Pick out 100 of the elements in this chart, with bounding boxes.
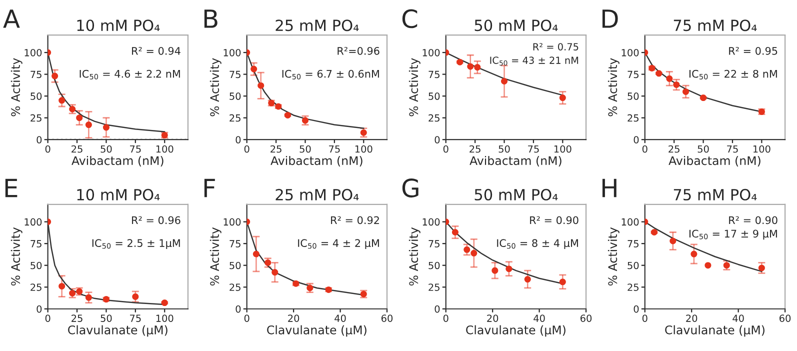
y-tick-label: 100	[422, 48, 440, 56]
y-axis-title: % Activity	[408, 227, 420, 286]
y-tick-label: 100	[24, 48, 42, 56]
chart-title: 75 mM PO₄	[674, 188, 757, 200]
x-tick-label: 25	[270, 145, 282, 153]
text: B	[204, 10, 218, 28]
point	[452, 228, 458, 236]
x-tick-label: 100	[753, 145, 770, 153]
y-tick-label: 100	[622, 48, 639, 56]
x-tick-label: 25	[72, 314, 82, 322]
y-tick-label: 50	[230, 92, 241, 100]
y-tick-label: 25	[30, 114, 42, 122]
y-tick-label: 0	[434, 305, 440, 313]
point	[302, 117, 308, 124]
y-tick-label: 100	[224, 48, 241, 56]
x-axis-title: Avibactam (nM)	[72, 156, 164, 166]
point	[464, 246, 470, 253]
x-tick-label: 40	[732, 314, 744, 322]
y-tick-label: 25	[628, 114, 638, 122]
point	[58, 282, 66, 290]
annotation: R² = 0.75	[533, 43, 578, 50]
text: C	[402, 9, 418, 28]
y-tick-label: 0	[634, 136, 639, 144]
point	[132, 293, 139, 300]
x-tick-label: 25	[668, 145, 680, 153]
x-tick-label: 75	[528, 145, 539, 153]
y-tick-label: 25	[30, 284, 42, 291]
y-tick-label: 50	[230, 262, 241, 270]
y-tick-label: 75	[628, 240, 638, 248]
y-axis-title: % Activity	[608, 227, 620, 286]
point	[704, 262, 712, 269]
y-tick-label: 100	[622, 218, 639, 226]
y-tick-label: 100	[224, 218, 241, 226]
chart-title: 25 mM PO₄	[276, 188, 359, 200]
y-tick-label: 50	[628, 262, 639, 270]
x-tick-label: 20	[288, 314, 300, 322]
point	[650, 228, 658, 236]
y-tick-label: 75	[230, 240, 240, 248]
x-axis-title: Avibactam (nM)	[270, 156, 362, 166]
annotation: IC$_{50}$ = 22 ± 8 nM	[689, 70, 777, 80]
chart-title: 25 mM PO₄	[276, 20, 359, 32]
x-tick-label: 50	[300, 145, 311, 153]
x-axis-title: Clavulanate (μM)	[68, 325, 168, 337]
y-tick-label: 75	[428, 70, 440, 78]
y-tick-label: 0	[236, 305, 241, 313]
chart-title: 10 mM PO₄	[77, 20, 160, 32]
y-tick-label: 75	[30, 240, 42, 248]
y-tick-label: 100	[24, 218, 42, 226]
annotation: IC$_{50}$ = 4.6 ± 2.2 nM	[80, 70, 180, 80]
annotation: IC$_{50}$ = 6.7 ± 0.6nM	[282, 70, 379, 80]
point	[470, 250, 478, 256]
x-tick-label: 25	[72, 145, 82, 153]
y-tick-label: 75	[30, 70, 42, 78]
point	[723, 262, 730, 269]
point	[58, 97, 66, 104]
x-tick-label: 100	[156, 145, 174, 153]
y-tick-label: 25	[628, 284, 638, 291]
x-tick-label: 40	[334, 314, 346, 322]
point	[467, 63, 474, 70]
point	[670, 238, 676, 244]
y-tick-label: 50	[30, 92, 42, 100]
x-tick-label: 40	[534, 314, 545, 322]
y-tick-label: 25	[230, 114, 240, 122]
chart-title: 50 mM PO₄	[474, 188, 558, 200]
text: E	[5, 178, 18, 198]
annotation: R² = 0.92	[331, 216, 379, 224]
point	[264, 259, 272, 266]
y-axis-title: % Activity	[10, 58, 22, 116]
x-tick-label: 20	[487, 314, 498, 322]
x-tick-label: 75	[727, 145, 738, 153]
point	[758, 264, 765, 272]
text: G	[402, 178, 418, 198]
point	[161, 300, 168, 306]
point	[250, 66, 258, 72]
annotation: IC$_{50}$ = 8 ± 4 μM	[497, 239, 578, 250]
y-tick-label: 0	[434, 136, 440, 144]
point	[559, 94, 566, 102]
annotation: R² = 0.95	[729, 46, 778, 55]
text: F	[204, 178, 215, 198]
annotation: IC$_{50}$ = 2.5 ± 1μM	[92, 239, 180, 250]
point	[559, 278, 566, 286]
point	[690, 250, 698, 258]
y-tick-label: 75	[230, 70, 240, 78]
point	[682, 88, 690, 95]
annotation: R² = 0.94	[132, 46, 180, 55]
point	[85, 122, 92, 128]
text: H	[602, 178, 616, 198]
x-axis-title: Clavulanate (μM)	[267, 325, 366, 337]
x-tick-label: 75	[130, 314, 141, 322]
point	[52, 72, 58, 80]
y-tick-label: 25	[230, 284, 240, 291]
point	[524, 276, 531, 283]
x-tick-label: 100	[156, 314, 174, 322]
x-tick-label: 60	[381, 314, 393, 322]
y-axis-title: % Activity	[408, 58, 420, 116]
y-tick-label: 25	[428, 114, 440, 122]
x-tick-label: 0	[443, 145, 448, 153]
y-axis-title: % Activity	[210, 58, 222, 116]
y-tick-label: 50	[30, 262, 42, 270]
point	[501, 78, 508, 85]
